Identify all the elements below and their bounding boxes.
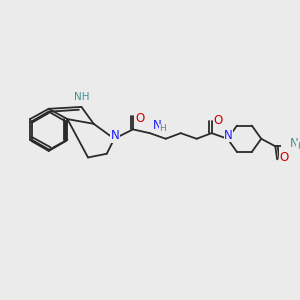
Text: NH: NH <box>74 92 89 102</box>
Text: N: N <box>290 137 299 150</box>
Text: O: O <box>135 112 144 125</box>
Text: O: O <box>214 115 223 128</box>
Text: H: H <box>297 142 300 151</box>
Text: H: H <box>159 124 166 133</box>
Text: N: N <box>153 119 161 132</box>
Text: N: N <box>111 130 119 142</box>
Text: N: N <box>224 128 233 142</box>
Text: O: O <box>279 151 288 164</box>
